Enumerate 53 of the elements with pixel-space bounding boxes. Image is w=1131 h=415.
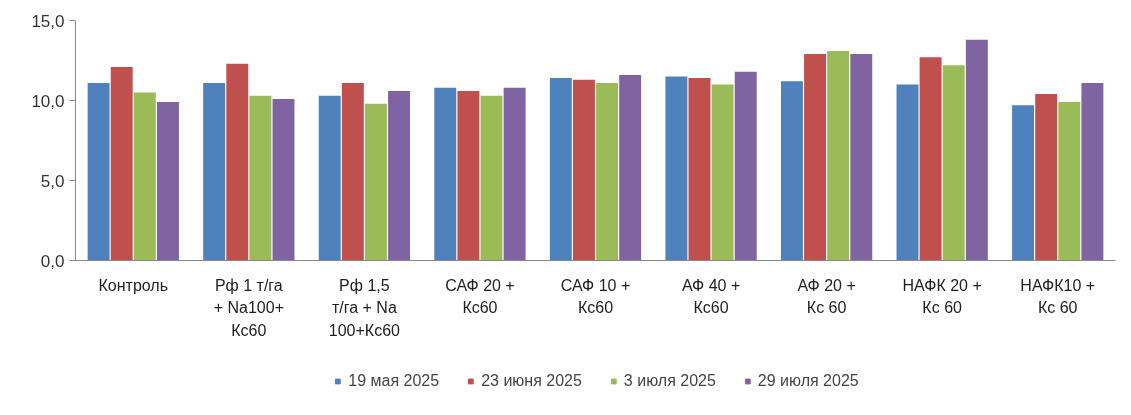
x-tick-label: АФ 40 + Кс60 bbox=[681, 277, 741, 317]
bar bbox=[665, 76, 688, 261]
bar bbox=[734, 71, 757, 261]
x-tick-label: САФ 20 + Кс60 bbox=[445, 277, 515, 317]
bar bbox=[804, 54, 827, 261]
y-tick-label: 15,0 bbox=[31, 11, 65, 31]
bar bbox=[480, 95, 503, 261]
bar bbox=[1081, 82, 1104, 261]
bar bbox=[457, 90, 480, 261]
legend-label: 3 июля 2025 bbox=[623, 372, 716, 390]
x-tick-label: Контроль bbox=[98, 277, 169, 295]
x-tick-label: Рф 1,5 т/га + Na 100+Кс60 bbox=[328, 277, 401, 339]
bar bbox=[249, 95, 272, 261]
bar bbox=[711, 84, 734, 261]
bar bbox=[688, 78, 711, 261]
bar bbox=[133, 92, 156, 261]
y-tick-label: 5,0 bbox=[40, 171, 65, 191]
x-tick-label: НАФК 20 + Кс 60 bbox=[902, 277, 982, 317]
x-tick-label: НАФК10 + Кс 60 bbox=[1020, 277, 1096, 317]
bar bbox=[572, 79, 595, 261]
bar bbox=[896, 84, 919, 261]
x-tick-label: САФ 10 + Кс60 bbox=[560, 277, 631, 317]
legend-label: 23 июня 2025 bbox=[481, 372, 582, 390]
bar bbox=[110, 66, 133, 261]
bar bbox=[434, 87, 457, 261]
bar bbox=[364, 103, 387, 261]
bar bbox=[503, 87, 526, 261]
bar bbox=[919, 57, 942, 261]
bar bbox=[341, 82, 364, 261]
bar bbox=[596, 82, 619, 261]
y-tick-label: 10,0 bbox=[31, 91, 65, 111]
bar bbox=[780, 81, 803, 261]
y-tick-label: 0,0 bbox=[40, 251, 65, 271]
bar bbox=[942, 65, 965, 261]
bar bbox=[549, 78, 572, 261]
legend-label: 19 мая 2025 bbox=[348, 372, 440, 390]
bar bbox=[1058, 102, 1081, 261]
bar bbox=[318, 95, 341, 261]
bar bbox=[1035, 94, 1058, 261]
bar bbox=[619, 74, 642, 261]
bar bbox=[965, 39, 988, 261]
bar bbox=[87, 82, 110, 261]
x-tick-label: АФ 20 + Кс 60 bbox=[797, 277, 856, 317]
bar bbox=[272, 98, 295, 261]
bar bbox=[850, 54, 873, 261]
bar bbox=[156, 102, 179, 261]
bar bbox=[388, 90, 411, 261]
bar bbox=[1012, 105, 1035, 261]
bar bbox=[203, 82, 226, 261]
legend-label: 29 июля 2025 bbox=[757, 372, 859, 390]
bar bbox=[226, 63, 249, 261]
x-tick-label: Рф 1 т/га + Na100+ Кс60 bbox=[213, 277, 284, 339]
bar bbox=[827, 50, 850, 261]
